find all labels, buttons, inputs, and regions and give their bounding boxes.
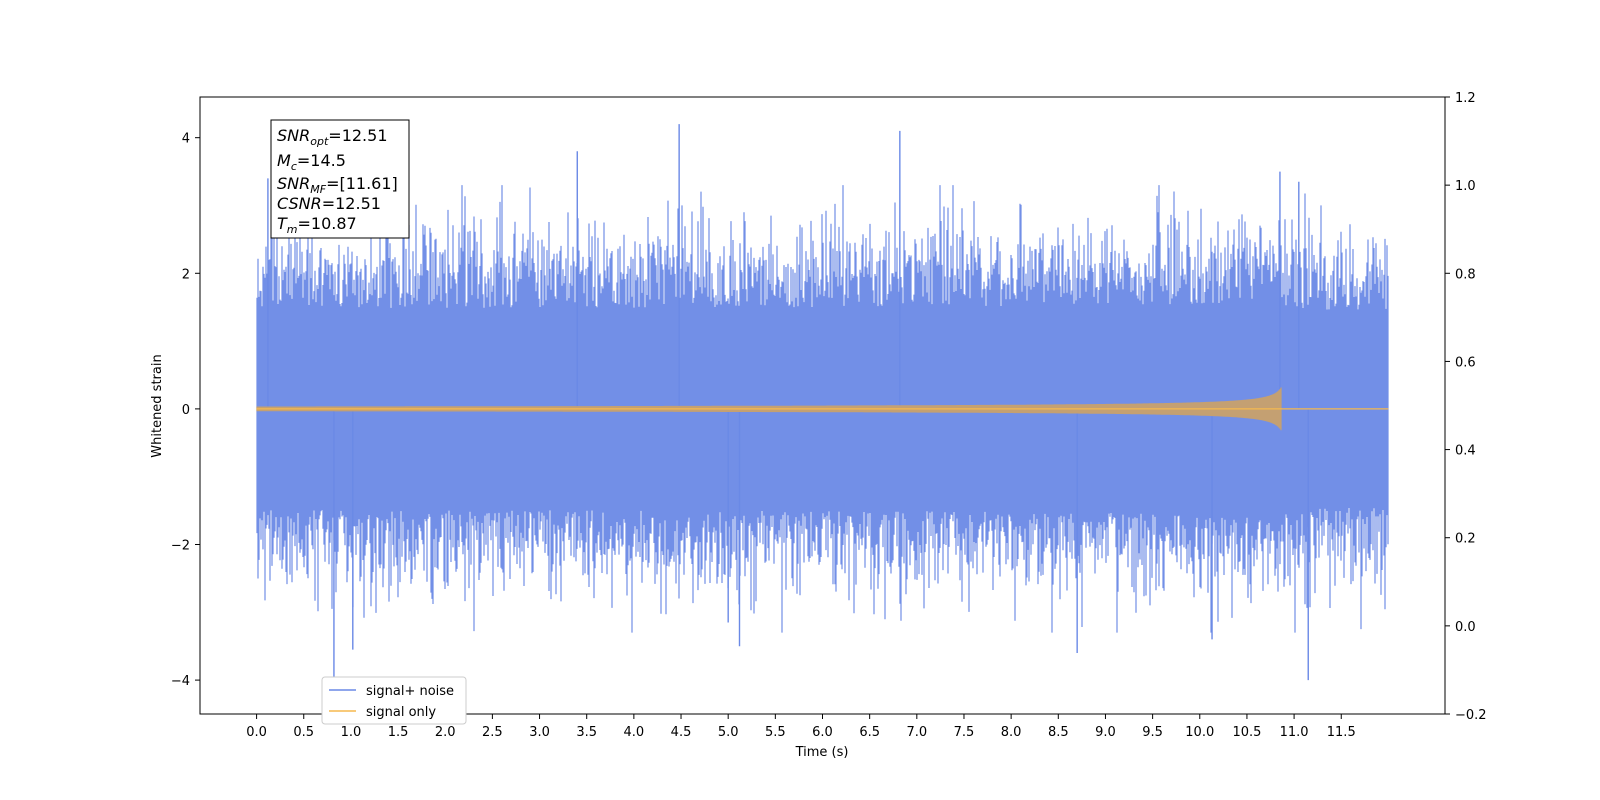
x-tick-label: 11.5	[1327, 725, 1356, 740]
annotation-line: SNRMF=[11.61]	[277, 174, 398, 196]
x-tick-label: 8.5	[1048, 725, 1069, 740]
y-tick-label: 0	[182, 403, 190, 418]
x-tick-label: 10.0	[1185, 725, 1214, 740]
x-tick-label: 6.0	[812, 725, 833, 740]
x-tick-label: 2.5	[482, 725, 503, 740]
x-tick-label: 8.0	[1001, 725, 1022, 740]
y2-tick-label: −0.2	[1455, 708, 1487, 723]
x-tick-label: 2.0	[435, 725, 456, 740]
legend-frame	[321, 676, 467, 725]
x-tick-label: 9.0	[1095, 725, 1116, 740]
x-tick-label: 0.0	[246, 725, 267, 740]
y2-tick-label: 0.0	[1455, 620, 1476, 635]
x-tick-label: 1.0	[341, 725, 362, 740]
signal-only-series	[256, 387, 1389, 431]
annotation-line: Tm=10.87	[277, 214, 357, 236]
x-tick-label: 1.5	[388, 725, 409, 740]
x-tick-label: 9.5	[1142, 725, 1163, 740]
annotation-line: CSNR=12.51	[277, 194, 381, 213]
y2-tick-label: 1.0	[1455, 179, 1476, 194]
x-tick-label: 7.0	[906, 725, 927, 740]
x-tick-label: 3.0	[529, 725, 550, 740]
y-axis-left: −4 −2 0 2 4	[171, 132, 200, 689]
legend-label: signal only	[366, 705, 436, 720]
x-axis-label: Time (s)	[795, 745, 849, 760]
x-tick-label: 4.0	[624, 725, 645, 740]
y-axis-label: Whitened strain	[150, 354, 165, 457]
y2-tick-label: 0.6	[1455, 355, 1476, 370]
y-tick-label: −4	[171, 674, 190, 689]
x-tick-label: 5.0	[718, 725, 739, 740]
x-tick-label: 3.5	[576, 725, 597, 740]
x-tick-label: 4.5	[671, 725, 692, 740]
annotation-box: SNRopt=12.51 Mc=14.5SNRMF=[11.61]CSNR=12.…	[270, 119, 410, 239]
signal-noise-series	[256, 124, 1389, 681]
x-tick-label: 0.5	[293, 725, 314, 740]
x-tick-label: 11.0	[1280, 725, 1309, 740]
y2-tick-label: 0.4	[1455, 444, 1476, 459]
y-axis-right: −0.2 0.0 0.2 0.4 0.6 0.8 1.0 1.2	[1445, 91, 1487, 723]
y2-tick-label: 0.8	[1455, 267, 1476, 282]
x-tick-label: 10.5	[1232, 725, 1261, 740]
x-tick-label: 6.5	[859, 725, 880, 740]
y-tick-label: 4	[182, 132, 190, 147]
annotation-line: SNRopt=12.51	[277, 126, 388, 148]
y-tick-label: 2	[182, 267, 190, 282]
x-tick-label: 7.5	[954, 725, 975, 740]
annotation-frame	[270, 119, 410, 239]
legend: signal+ noise signal only	[321, 676, 467, 725]
y-tick-label: −2	[171, 538, 190, 553]
y2-tick-label: 0.2	[1455, 532, 1476, 547]
x-tick-label: 5.5	[765, 725, 786, 740]
legend-label: signal+ noise	[366, 684, 454, 699]
annotation-line: Mc=14.5	[277, 151, 346, 173]
x-axis: 0.0 0.5 1.0 1.5 2.0 2.5 3.0 3.5 4.0 4.5 5.0 5.5 6.0 6…	[246, 714, 1356, 740]
y2-tick-label: 1.2	[1455, 91, 1476, 106]
